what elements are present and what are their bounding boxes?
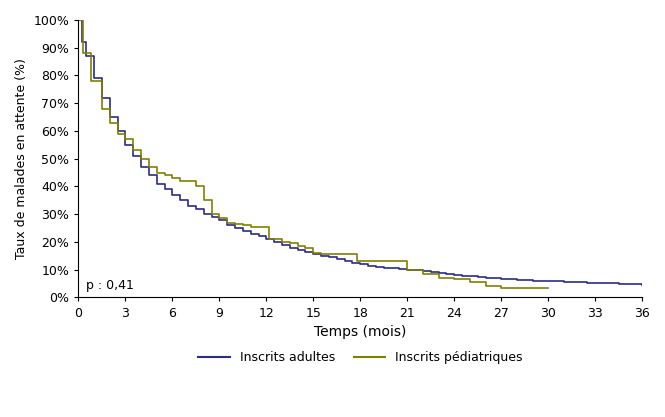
Legend: Inscrits adultes, Inscrits pédiatriques: Inscrits adultes, Inscrits pédiatriques <box>194 346 527 369</box>
X-axis label: Temps (mois): Temps (mois) <box>314 325 406 339</box>
Text: p : 0,41: p : 0,41 <box>86 279 134 292</box>
Y-axis label: Taux de malades en attente (%): Taux de malades en attente (%) <box>15 58 28 259</box>
